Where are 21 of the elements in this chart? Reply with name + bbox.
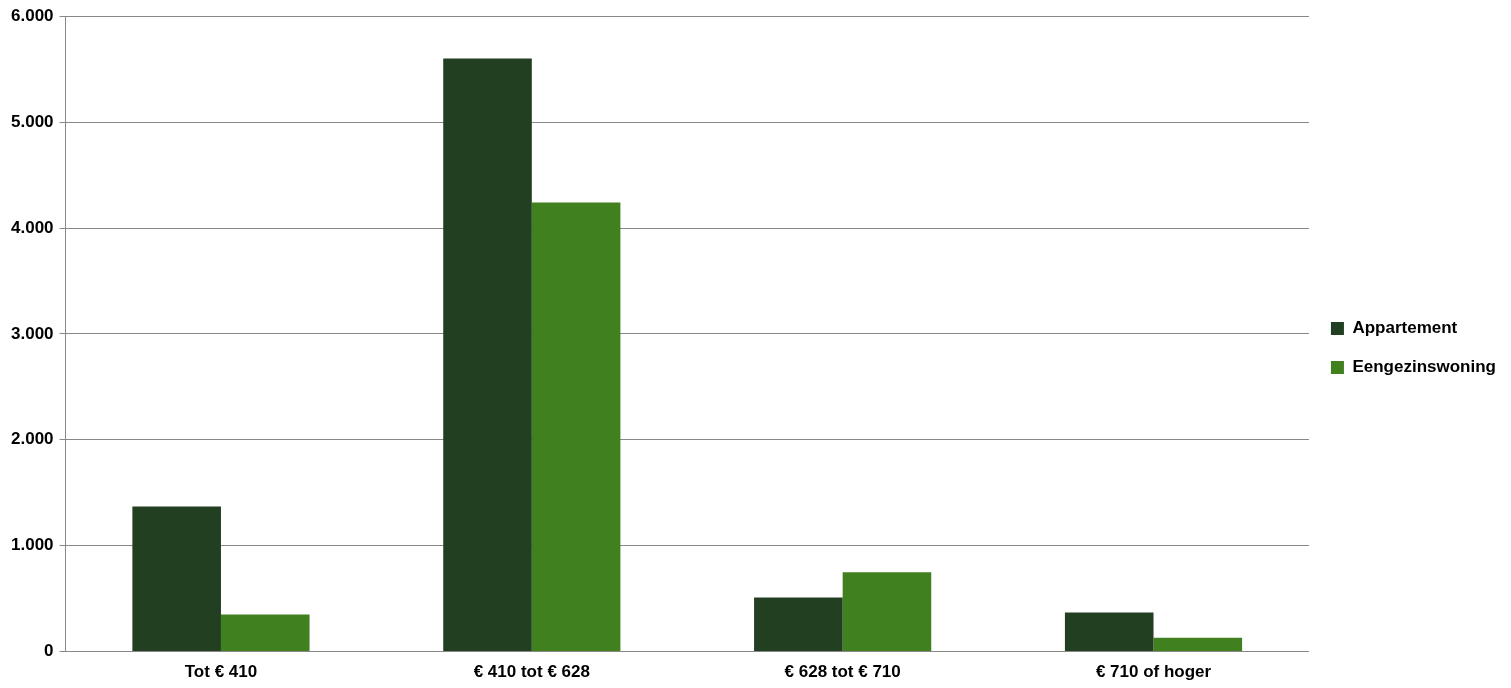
y-tick-label: 0	[44, 641, 54, 661]
bar	[1064, 612, 1154, 652]
y-tick-label: 3.000	[10, 323, 54, 343]
bar	[132, 506, 221, 652]
x-tick-label: € 410 tot € 628	[473, 662, 590, 682]
y-tick-label: 2.000	[10, 429, 54, 449]
x-tick-label: € 628 tot € 710	[784, 662, 901, 682]
legend-label: Eengezinswoning	[1352, 357, 1496, 377]
bar	[220, 614, 310, 652]
y-tick-label: 6.000	[10, 5, 54, 25]
y-tick-label: 1.000	[10, 535, 54, 555]
bar	[1153, 637, 1243, 652]
y-tick-label: 4.000	[10, 217, 54, 237]
bar	[443, 58, 532, 652]
y-tick-label: 5.000	[10, 111, 54, 131]
bar	[754, 597, 843, 652]
legend-label: Appartement	[1352, 318, 1458, 338]
x-tick-label: Tot € 410	[184, 662, 258, 682]
bar	[842, 572, 932, 652]
x-tick-label: € 710 of hoger	[1095, 662, 1212, 682]
bar	[531, 202, 621, 652]
